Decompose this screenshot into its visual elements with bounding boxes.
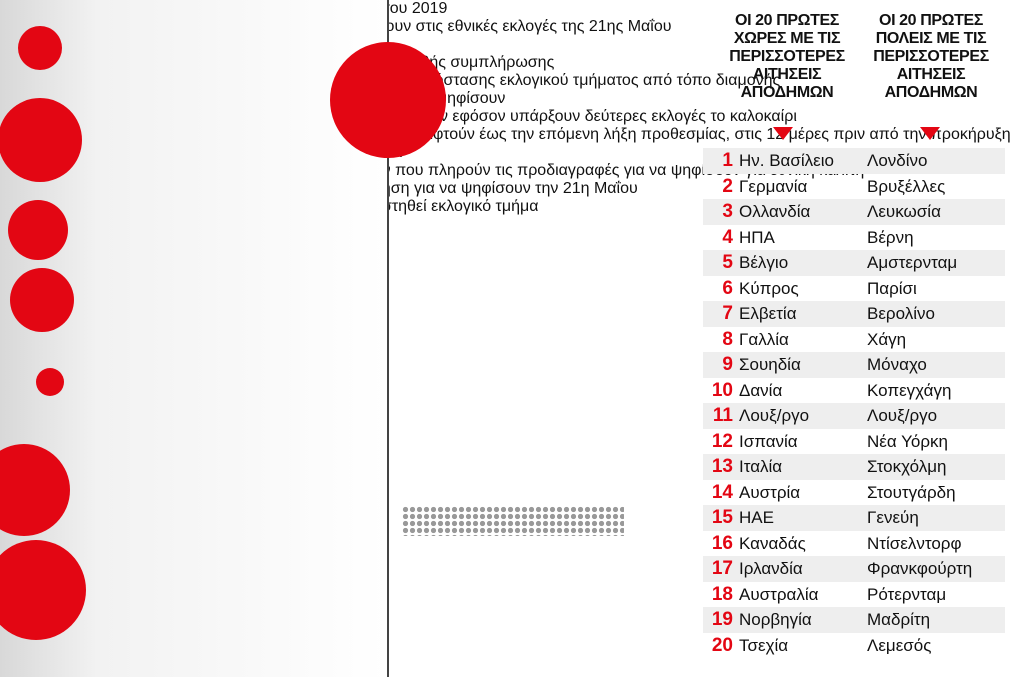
table-row: 4 ΗΠΑ Βέρνη	[703, 225, 1005, 251]
country: Καναδάς	[739, 533, 806, 553]
rank: 17	[703, 556, 739, 582]
rank: 12	[711, 430, 733, 452]
table-row: 6 Κύπρος Παρίσι	[703, 276, 1005, 302]
city: Αμστερνταμ	[867, 250, 1005, 276]
table-header: ΟΙ 20 ΠΡΩΤΕΣ ΠΟΛΕΙΣ ΜΕ ΤΙΣ ΠΕΡΙΣΣΟΤΕΡΕΣ …	[873, 12, 989, 101]
country: Ολλανδία	[739, 199, 867, 225]
country: Ισπανία	[739, 431, 798, 451]
decor-circles	[0, 26, 446, 640]
rank: 14	[711, 481, 733, 503]
country: Λουξ/ργο	[739, 403, 867, 429]
table-row: 13 Ιταλία Στοκχόλμη	[703, 454, 1005, 480]
country: ΗΠΑ	[739, 227, 775, 247]
city: Στουτγάρδη	[867, 482, 956, 502]
rank: 4	[722, 226, 733, 248]
table-row: 1 Ην. Βασίλειο Λονδίνο	[703, 148, 1005, 174]
rank: 1	[703, 148, 739, 174]
city: Βέρνη	[867, 227, 914, 247]
table-row: 14 Αυστρία Στουτγάρδη	[703, 480, 1005, 506]
rank: 10	[711, 379, 733, 401]
country: Κύπρος	[739, 278, 799, 298]
rank: 9	[703, 352, 739, 378]
city: Βερολίνο	[867, 301, 1005, 327]
table-row: 9 Σουηδία Μόναχο	[703, 352, 1005, 378]
table-row: 19 Νορβηγία Μαδρίτη	[703, 607, 1005, 633]
dot-pattern	[402, 506, 624, 536]
rank: 18	[711, 583, 733, 605]
country: Δανία	[739, 380, 783, 400]
country: Νορβηγία	[739, 607, 867, 633]
city: Στοκχόλμη	[867, 454, 1005, 480]
rank: 6	[722, 277, 733, 299]
rank: 20	[711, 634, 733, 656]
city: Ντίσελντορφ	[867, 533, 962, 553]
city: Λευκωσία	[867, 199, 1005, 225]
city: Μαδρίτη	[867, 607, 1005, 633]
city: Φρανκφούρτη	[867, 556, 1005, 582]
rank: 8	[722, 328, 733, 350]
country: Σουηδία	[739, 352, 867, 378]
country: Βέλγιο	[739, 250, 867, 276]
country: Τσεχία	[739, 635, 789, 655]
city: Λονδίνο	[867, 148, 1005, 174]
city: Γενεύη	[867, 505, 1005, 531]
rank: 7	[703, 301, 739, 327]
city: Βρυξέλλες	[867, 176, 946, 196]
table-row: 20 Τσεχία Λεμεσός	[703, 633, 1005, 659]
ranking-table: 1 Ην. Βασίλειο Λονδίνο 2 Γερμανία Βρυξέλλες 3 Ο…	[703, 148, 1005, 658]
city: Κοπεγχάγη	[867, 380, 952, 400]
table-header: ΟΙ 20 ΠΡΩΤΕΣ ΧΩΡΕΣ ΜΕ ΤΙΣ ΠΕΡΙΣΣΟΤΕΡΕΣ Α…	[729, 12, 845, 101]
country: ΗΑΕ	[739, 505, 867, 531]
city: Μόναχο	[867, 352, 1005, 378]
table-row: 15 ΗΑΕ Γενεύη	[703, 505, 1005, 531]
city: Νέα Υόρκη	[867, 431, 948, 451]
table-row: 18 Αυστραλία Ρότερνταμ	[703, 582, 1005, 608]
rank: 11	[703, 403, 739, 429]
country: Γαλλία	[739, 329, 789, 349]
country: Αυστραλία	[739, 584, 819, 604]
city: Λεμεσός	[867, 635, 932, 655]
city: Χάγη	[867, 329, 907, 349]
rank: 19	[703, 607, 739, 633]
arrows	[773, 127, 940, 140]
rank: 16	[711, 532, 733, 554]
city: Λουξ/ργο	[867, 403, 1005, 429]
country: Γερμανία	[739, 176, 808, 196]
city: Ρότερνταμ	[867, 584, 947, 604]
table-row: 10 Δανία Κοπεγχάγη	[703, 378, 1005, 404]
rank: 15	[703, 505, 739, 531]
table-row: 12 Ισπανία Νέα Υόρκη	[703, 429, 1005, 455]
country: Ην. Βασίλειο	[739, 148, 867, 174]
rank: 3	[703, 199, 739, 225]
table-row: 17 Ιρλανδία Φρανκφούρτη	[703, 556, 1005, 582]
country: Αυστρία	[739, 482, 801, 502]
table-row: 11 Λουξ/ργο Λουξ/ργο	[703, 403, 1005, 429]
table-row: 2 Γερμανία Βρυξέλλες	[703, 174, 1005, 200]
table-row: 7 Ελβετία Βερολίνο	[703, 301, 1005, 327]
city: Παρίσι	[867, 278, 917, 298]
table-row: 5 Βέλγιο Αμστερνταμ	[703, 250, 1005, 276]
table-row: 16 Καναδάς Ντίσελντορφ	[703, 531, 1005, 557]
country: Ιταλία	[739, 454, 867, 480]
table-row: 3 Ολλανδία Λευκωσία	[703, 199, 1005, 225]
country: Ιρλανδία	[739, 556, 867, 582]
rank: 5	[703, 250, 739, 276]
rank: 2	[722, 175, 733, 197]
rank: 13	[703, 454, 739, 480]
country: Ελβετία	[739, 301, 867, 327]
table-row: 8 Γαλλία Χάγη	[703, 327, 1005, 353]
